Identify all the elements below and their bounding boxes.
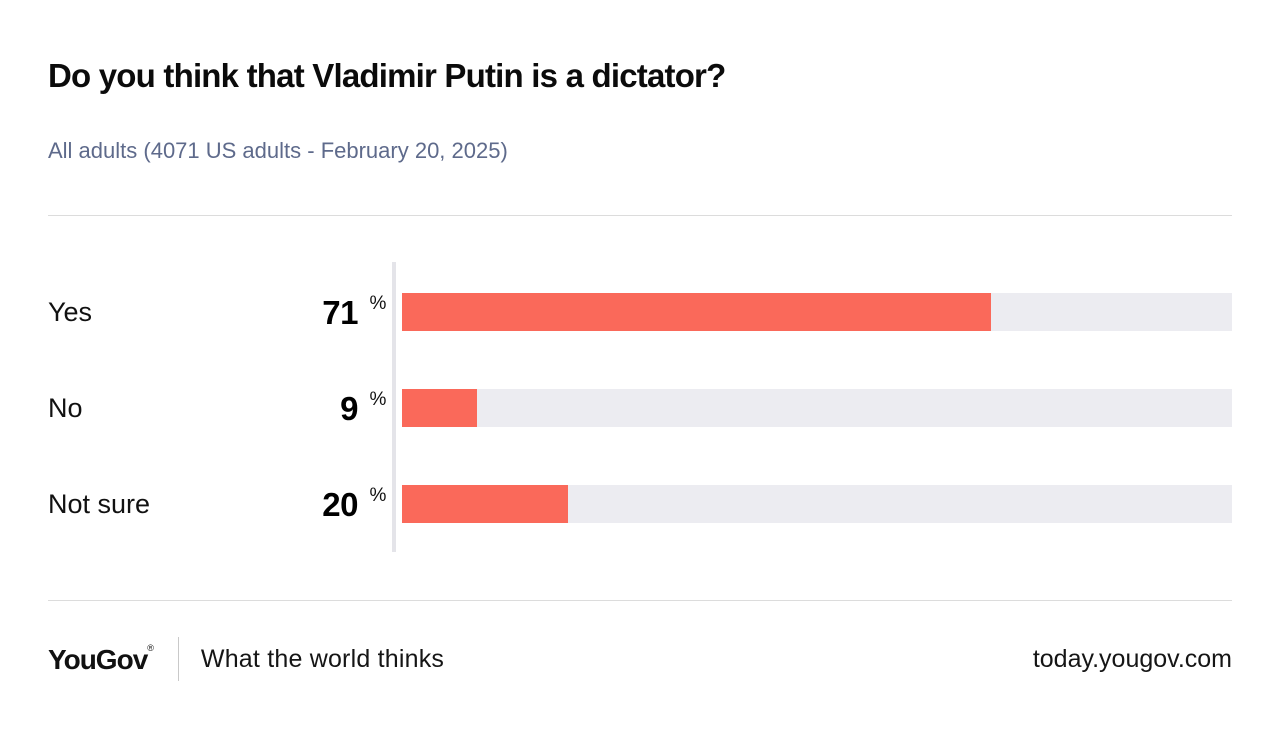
footer-vertical-divider: [177, 637, 179, 681]
registered-mark: ®: [147, 643, 154, 653]
value-number: 71: [322, 293, 358, 331]
category-label: Not sure: [48, 488, 151, 519]
category-label: No: [48, 392, 83, 423]
chart-title: Do you think that Vladimir Putin is a di…: [48, 57, 726, 94]
value-number: 20: [322, 485, 358, 523]
footer-tagline: What the world thinks: [200, 644, 445, 673]
percent-sign: %: [369, 293, 387, 314]
yougov-logo: YouGov®: [48, 644, 154, 674]
percent-sign: %: [369, 389, 387, 410]
bottom-divider: [48, 600, 1232, 601]
chart-row: Not sure 20 %: [48, 456, 1232, 552]
top-divider: [48, 215, 1232, 216]
chart-rows: Yes 71 % No 9 % Not sure 20 %: [48, 264, 1232, 552]
bar-track: [402, 485, 1232, 523]
percent-sign: %: [369, 485, 387, 506]
axis-line: [392, 262, 396, 552]
yougov-logo-text: YouGov: [48, 644, 148, 675]
chart-subtitle: All adults (4071 US adults - February 20…: [48, 138, 508, 163]
bar-track: [402, 389, 1232, 427]
category-label: Yes: [48, 296, 93, 327]
footer-site-url: today.yougov.com: [1032, 644, 1232, 673]
value-number: 9: [340, 389, 358, 427]
bar-chart: Yes 71 % No 9 % Not sure 20 %: [48, 262, 1232, 552]
chart-row: Yes 71 %: [48, 264, 1232, 360]
bar-track: [402, 293, 1232, 331]
footer: YouGov® What the world thinks today.youg…: [0, 601, 1280, 681]
bar-fill: [402, 293, 992, 331]
bar-fill: [402, 389, 477, 427]
bar-fill: [402, 485, 568, 523]
chart-row: No 9 %: [48, 360, 1232, 456]
